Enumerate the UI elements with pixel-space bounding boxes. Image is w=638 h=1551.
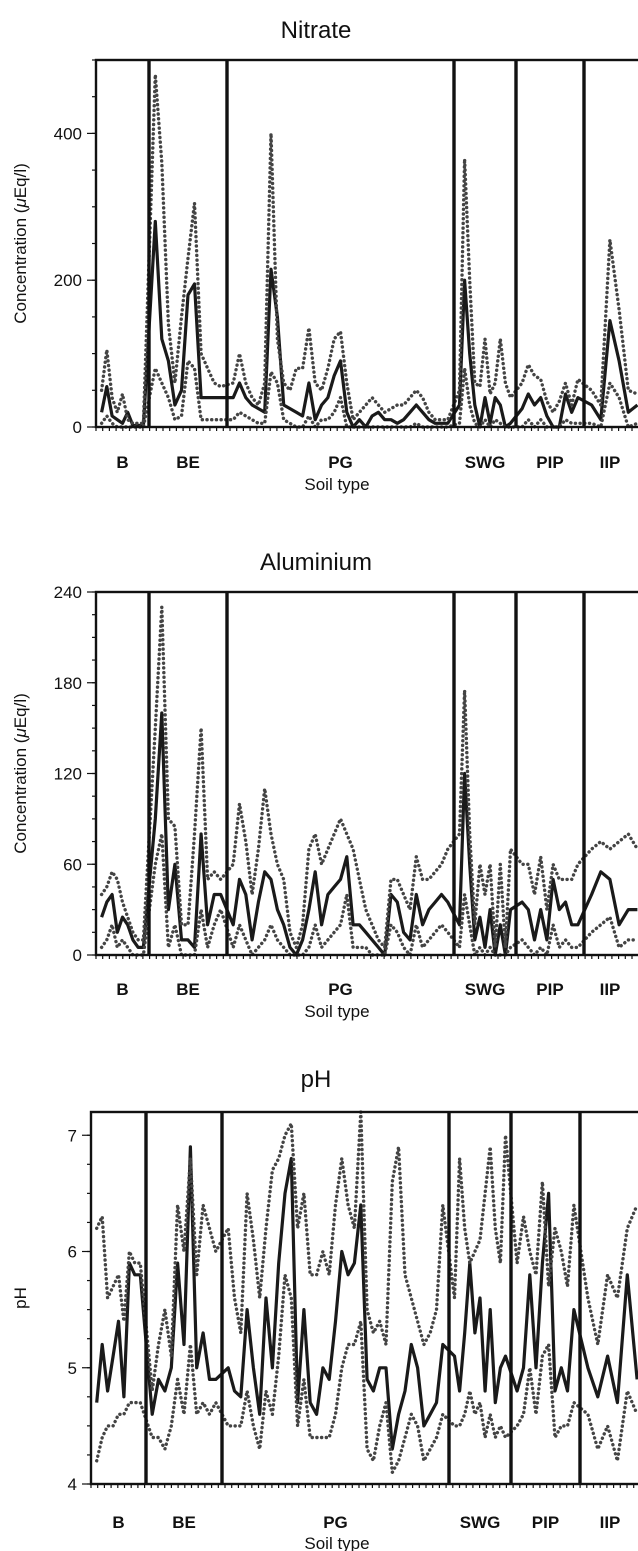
chart-title: pH [301,1066,332,1093]
series-mean-line [100,219,638,429]
y-tick-label: 120 [54,765,82,784]
series-mean-line [100,711,638,957]
category-label-swg: SWG [460,1513,501,1532]
x-axis-label: Soil type [304,475,369,494]
category-label-b: B [116,980,128,999]
y-axis-label: Concentration (μEq/l) [11,163,30,324]
category-label-b: B [116,453,128,472]
chart-title: Nitrate [281,17,352,44]
category-label-pip: PIP [536,980,563,999]
category-label-swg: SWG [465,453,506,472]
category-label-pip: PIP [532,1513,559,1532]
y-tick-label: 240 [54,583,82,602]
category-label-be: BE [176,453,200,472]
y-tick-label: 5 [68,1359,77,1378]
y-tick-label: 7 [68,1126,77,1145]
series-upper-line [99,605,638,950]
chart-panel-aluminium: Aluminium Concentration (μEq/l) 0 60 120 180 2… [11,549,638,1021]
chart-panel-nitrate: Nitrate Concentration (μEq/l) 0 200 400 B BE PG… [11,17,638,494]
y-tick-label: 4 [68,1475,77,1494]
y-tick-label: 60 [63,855,82,874]
y-tick-label: 400 [54,124,82,143]
y-axis-label: Concentration (μEq/l) [11,693,30,854]
series-mean-line [95,1145,638,1451]
y-axis-label: pH [11,1287,30,1309]
category-label-iip: IIP [600,453,621,472]
series-lower-line [94,1273,638,1475]
category-label-pg: PG [328,453,353,472]
category-label-iip: IIP [600,980,621,999]
category-label-swg: SWG [465,980,506,999]
chart-panel-ph: pH pH 4 5 6 7 B BE PG SWG PIP IIP Soil type [11,1066,638,1551]
plot-frame [94,590,638,957]
x-axis-label: Soil type [304,1534,369,1551]
plot-frame [89,1110,638,1486]
category-label-pg: PG [328,980,353,999]
category-label-be: BE [172,1513,196,1532]
series-upper-line [94,1110,638,1393]
category-label-iip: IIP [600,1513,621,1532]
category-label-pip: PIP [536,453,563,472]
y-tick-label: 0 [73,946,82,965]
x-axis-label: Soil type [304,1002,369,1021]
series-upper-line [99,72,638,425]
category-label-be: BE [176,980,200,999]
y-tick-label: 180 [54,674,82,693]
y-tick-label: 0 [73,418,82,437]
y-tick-label: 6 [68,1243,77,1262]
plot-frame [94,58,638,429]
chart-title: Aluminium [260,549,372,576]
category-label-pg: PG [323,1513,348,1532]
y-tick-label: 200 [54,271,82,290]
category-label-b: B [112,1513,124,1532]
